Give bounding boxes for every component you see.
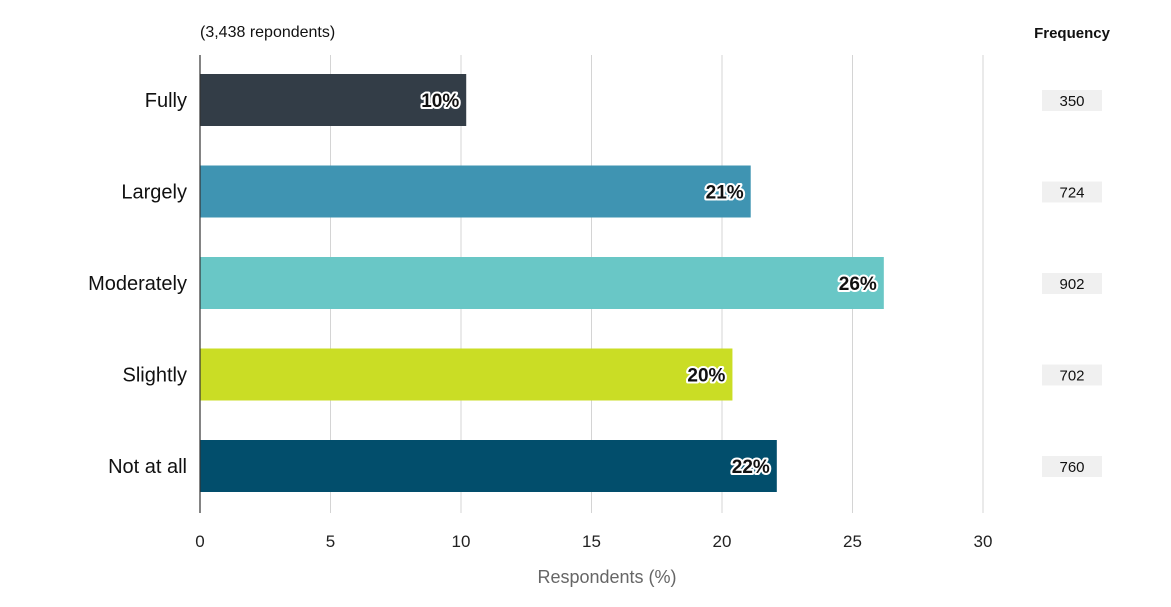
frequency-cell: [1042, 90, 1102, 111]
bars: [200, 74, 884, 492]
frequency-value: 350: [1059, 93, 1084, 110]
category-label: Largely: [121, 182, 187, 204]
x-tick-label: 5: [326, 532, 335, 551]
frequency-header: Frequency: [1034, 25, 1111, 42]
x-tick-label: 30: [974, 532, 993, 551]
category-labels: Fully Largely Moderately Slightly Not at all: [88, 90, 187, 478]
bar-not-at-all: [200, 440, 777, 492]
frequency-cell: [1042, 456, 1102, 477]
bar-value-labels: 10% 21% 26% 20% 22%: [419, 89, 879, 480]
bar-moderately: [200, 257, 884, 309]
frequency-value: 902: [1059, 276, 1084, 293]
bar-largely: [200, 165, 751, 218]
frequency-value: 702: [1059, 368, 1084, 385]
category-label: Slightly: [123, 365, 187, 387]
frequency-value: 724: [1059, 185, 1084, 202]
frequency-cell: [1042, 273, 1102, 294]
x-tick-labels: 0 5 10 15 20 25 30: [195, 532, 992, 551]
frequency-column: 350 724 902 702 760: [1042, 90, 1102, 477]
frequency-value: 760: [1059, 459, 1084, 476]
x-tick-label: 15: [582, 532, 601, 551]
frequency-cell: [1042, 364, 1102, 386]
bar-value-label: 21%: [706, 183, 744, 204]
frequency-cell: [1042, 181, 1102, 203]
bar-value-label: 22%: [732, 457, 770, 478]
category-label: Fully: [145, 90, 187, 112]
bar-value-label: 20%: [687, 366, 725, 387]
x-tick-label: 25: [843, 532, 862, 551]
category-label: Not at all: [108, 456, 187, 478]
bar-value-label: 10%: [421, 91, 459, 112]
category-label: Moderately: [88, 273, 187, 295]
x-axis-title: Respondents (%): [537, 567, 676, 587]
respondents-note: (3,438 repondents): [200, 24, 335, 41]
x-tick-label: 20: [713, 532, 732, 551]
bar-value-label: 26%: [839, 274, 877, 295]
bar-fully: [200, 74, 467, 126]
x-tick-label: 10: [452, 532, 471, 551]
x-tick-label: 0: [195, 532, 204, 551]
bar-slightly: [200, 348, 733, 401]
